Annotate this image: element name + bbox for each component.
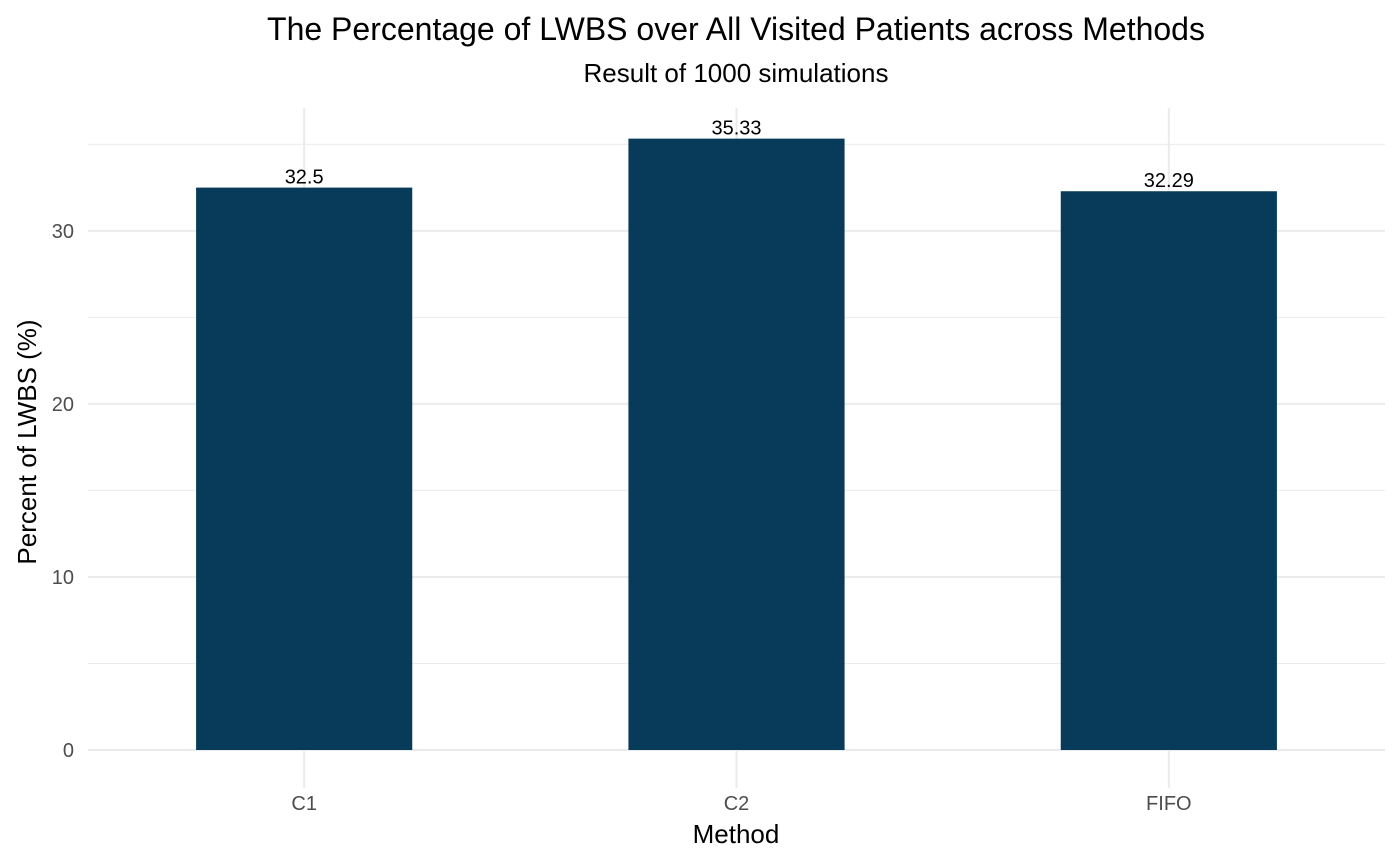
y-tick-label: 20 bbox=[52, 394, 74, 416]
y-axis-title: Percent of LWBS (%) bbox=[12, 319, 42, 564]
bar-fifo bbox=[1060, 191, 1277, 750]
bars bbox=[196, 138, 1277, 751]
data-label-c2: 35.33 bbox=[711, 118, 761, 140]
y-tick-label: 30 bbox=[52, 221, 74, 243]
x-axis-title: Method bbox=[693, 819, 780, 849]
chart-title: The Percentage of LWBS over All Visited … bbox=[267, 11, 1205, 47]
x-tick-label: FIFO bbox=[1146, 793, 1192, 815]
y-tick-label: 0 bbox=[63, 740, 74, 762]
x-axis-ticks: C1 C2 FIFO bbox=[291, 793, 1191, 815]
chart-subtitle: Result of 1000 simulations bbox=[584, 58, 889, 88]
x-tick-label: C2 bbox=[724, 793, 750, 815]
y-axis-ticks: 0 10 20 30 bbox=[52, 221, 74, 762]
y-tick-label: 10 bbox=[52, 567, 74, 589]
x-tick-label: C1 bbox=[291, 793, 317, 815]
data-labels: 32.5 35.33 32.29 bbox=[285, 118, 1194, 193]
bar-c1 bbox=[196, 187, 413, 750]
data-label-c1: 32.5 bbox=[285, 167, 324, 189]
bar-c2 bbox=[628, 138, 845, 751]
data-label-fifo: 32.29 bbox=[1144, 170, 1194, 192]
